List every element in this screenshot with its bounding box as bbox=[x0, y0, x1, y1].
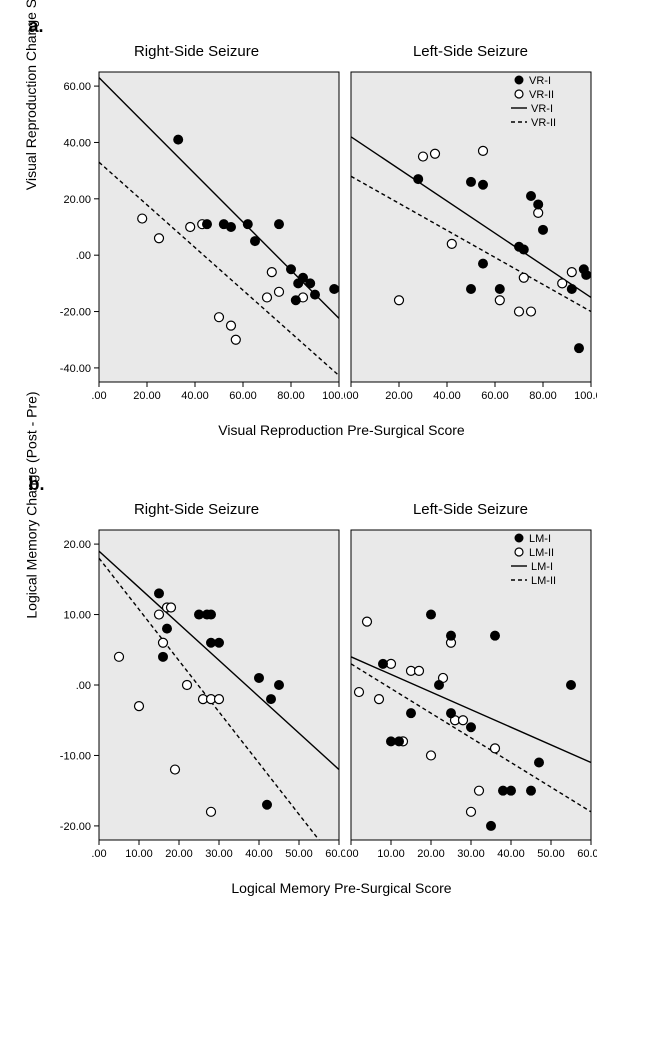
panel-b-label: b. bbox=[29, 474, 635, 495]
panel-a-row: Visual Reproduction Change Score (Post-P… bbox=[15, 39, 635, 438]
panel-a-right-plot: -40.00 -20.00 .00 20.00 40.00 60.00 .00 20.00 40… bbox=[49, 66, 345, 416]
panel-b-row: Logical Memory Change (Post - Pre) Right… bbox=[15, 497, 635, 896]
svg-text:.00: .00 bbox=[91, 390, 106, 402]
svg-text:10.00: 10.00 bbox=[63, 610, 91, 622]
svg-text:-40.00: -40.00 bbox=[59, 363, 90, 375]
panel-a-left-plot: .00 20.00 40.00 60.00 80.00 100.00 VR-I VR-II VR… bbox=[345, 66, 597, 416]
svg-text:30.00: 30.00 bbox=[205, 848, 233, 860]
panel-a-label: a. bbox=[29, 16, 635, 37]
panel-a-right-wrap: Right-Side Seizure -40.00 -20.00 .00 20.00 4… bbox=[49, 39, 345, 416]
svg-text:80.00: 80.00 bbox=[529, 390, 557, 402]
panel-a-left-title: Left-Side Seizure bbox=[413, 43, 528, 60]
svg-text:LM-II: LM-II bbox=[531, 575, 556, 587]
panel-a-ylabel: Visual Reproduction Change Score (Post-P… bbox=[24, 0, 40, 190]
svg-text:.00: .00 bbox=[91, 848, 106, 860]
svg-text:VR-II: VR-II bbox=[529, 89, 554, 101]
svg-text:VR-II: VR-II bbox=[531, 117, 556, 129]
panel-a-left-wrap: Left-Side Seizure .00 20.00 40.00 60.00 80.0… bbox=[345, 39, 597, 416]
panel-b-left-plot: .00 10.00 20.00 30.00 40.00 50.00 60.00 LM-I LM-… bbox=[345, 524, 597, 874]
svg-text:.00: .00 bbox=[75, 680, 90, 692]
svg-text:LM-I: LM-I bbox=[531, 561, 553, 573]
panel-a-xlabel: Visual Reproduction Pre-Surgical Score bbox=[49, 422, 635, 438]
svg-text:60.00: 60.00 bbox=[577, 848, 597, 860]
panel-b-ylabel-col: Logical Memory Change (Post - Pre) bbox=[15, 497, 49, 513]
svg-text:50.00: 50.00 bbox=[285, 848, 313, 860]
svg-text:20.00: 20.00 bbox=[165, 848, 193, 860]
panel-b-xlabel: Logical Memory Pre-Surgical Score bbox=[49, 880, 635, 896]
svg-text:40.00: 40.00 bbox=[245, 848, 273, 860]
svg-text:VR-I: VR-I bbox=[529, 75, 551, 87]
svg-text:20.00: 20.00 bbox=[63, 194, 91, 206]
svg-text:10.00: 10.00 bbox=[377, 848, 405, 860]
panel-b-ylabel: Logical Memory Change (Post - Pre) bbox=[24, 391, 40, 618]
svg-text:.00: .00 bbox=[345, 848, 359, 860]
svg-text:40.00: 40.00 bbox=[63, 137, 91, 149]
svg-text:40.00: 40.00 bbox=[497, 848, 525, 860]
svg-text:-20.00: -20.00 bbox=[59, 821, 90, 833]
svg-text:-10.00: -10.00 bbox=[59, 750, 90, 762]
panel-b-left-wrap: Left-Side Seizure .00 10.00 20.00 30.00 40.0… bbox=[345, 497, 597, 874]
panel-b-left-title: Left-Side Seizure bbox=[413, 501, 528, 518]
svg-text:40.00: 40.00 bbox=[433, 390, 461, 402]
svg-text:30.00: 30.00 bbox=[457, 848, 485, 860]
svg-text:60.00: 60.00 bbox=[325, 848, 345, 860]
panel-a-charts: Right-Side Seizure -40.00 -20.00 .00 20.00 4… bbox=[49, 39, 635, 438]
svg-text:-20.00: -20.00 bbox=[59, 307, 90, 319]
svg-text:LM-I: LM-I bbox=[529, 533, 551, 545]
svg-text:.00: .00 bbox=[345, 390, 359, 402]
panel-b-right-plot: -20.00 -10.00 .00 10.00 20.00 .00 10.00 20.00 30… bbox=[49, 524, 345, 874]
svg-text:40.00: 40.00 bbox=[181, 390, 209, 402]
svg-text:VR-I: VR-I bbox=[531, 103, 553, 115]
svg-text:80.00: 80.00 bbox=[277, 390, 305, 402]
panel-a-right-title: Right-Side Seizure bbox=[134, 43, 259, 60]
svg-text:100.00: 100.00 bbox=[574, 390, 597, 402]
svg-text:20.00: 20.00 bbox=[63, 539, 91, 551]
svg-text:20.00: 20.00 bbox=[133, 390, 161, 402]
svg-text:LM-II: LM-II bbox=[529, 547, 554, 559]
panel-a-ylabel-col: Visual Reproduction Change Score (Post-P… bbox=[15, 39, 49, 55]
svg-text:10.00: 10.00 bbox=[125, 848, 153, 860]
svg-text:60.00: 60.00 bbox=[63, 81, 91, 93]
svg-text:60.00: 60.00 bbox=[481, 390, 509, 402]
svg-text:100.00: 100.00 bbox=[322, 390, 345, 402]
figure-container: a. Visual Reproduction Change Score (Pos… bbox=[15, 0, 635, 916]
svg-text:.00: .00 bbox=[75, 250, 90, 262]
panel-b-charts: Right-Side Seizure -20.00 -10.00 .00 10.00 2… bbox=[49, 497, 635, 896]
svg-text:20.00: 20.00 bbox=[385, 390, 413, 402]
svg-text:50.00: 50.00 bbox=[537, 848, 565, 860]
svg-text:60.00: 60.00 bbox=[229, 390, 257, 402]
svg-text:20.00: 20.00 bbox=[417, 848, 445, 860]
panel-b-right-wrap: Right-Side Seizure -20.00 -10.00 .00 10.00 2… bbox=[49, 497, 345, 874]
panel-b-right-title: Right-Side Seizure bbox=[134, 501, 259, 518]
